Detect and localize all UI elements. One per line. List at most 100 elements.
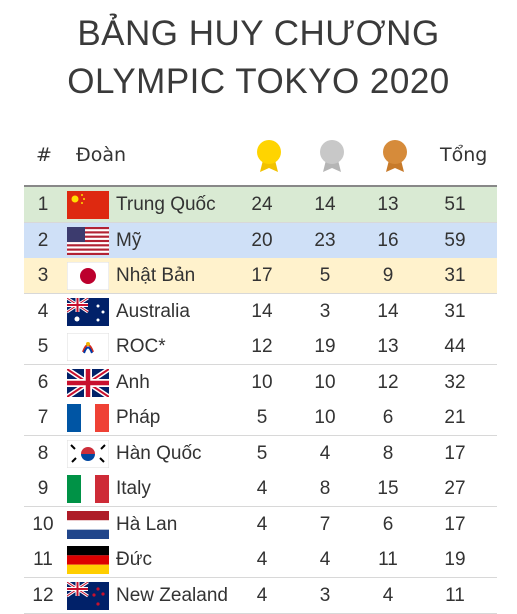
flag-part [83, 198, 85, 200]
header-rank: # [36, 144, 52, 166]
table-row: 5 12 19 13 44 ROC* [24, 329, 497, 365]
flag-part [67, 226, 85, 242]
bronze-cell: 6 [382, 407, 394, 428]
total-cell: 31 [444, 300, 466, 322]
flag-part [67, 555, 109, 565]
flag-part [92, 592, 96, 597]
table-row: 4 14 3 14 31 Australia [24, 293, 497, 330]
table-row: 2 20 23 16 59 Mỹ [24, 222, 497, 259]
team-cell: Trung Quốc [116, 194, 216, 215]
rank-cell: 8 [37, 442, 49, 464]
rank-cell: 3 [37, 265, 49, 286]
flag-part [96, 318, 100, 321]
rank-cell: 5 [37, 336, 49, 357]
flag-image [67, 226, 109, 255]
table-row: 9 4 8 15 27 Italy [24, 471, 497, 507]
rank-cell: 12 [32, 584, 54, 606]
silver-cell: 23 [314, 229, 336, 251]
flag-part [96, 601, 100, 606]
bronze-cell: 4 [382, 584, 394, 606]
total-cell: 17 [444, 513, 466, 535]
team-cell: New Zealand [116, 584, 228, 606]
table-row: 1 24 14 13 51 Trung Quốc [24, 187, 497, 223]
table-row: 7 5 10 6 21 Pháp [24, 400, 497, 436]
flag [67, 510, 109, 543]
silver-cell: 7 [319, 513, 331, 535]
flag-part [67, 191, 109, 219]
silver-cell: 4 [319, 549, 331, 570]
flag-part [67, 519, 109, 530]
flag-part [67, 546, 109, 556]
flag-part [67, 529, 109, 539]
rank-cell: 6 [37, 371, 49, 393]
team-cell: ROC* [116, 336, 166, 357]
flag-part [67, 243, 109, 246]
team-cell: Anh [116, 371, 150, 393]
flag-image [66, 261, 110, 291]
team-cell: Australia [116, 300, 190, 322]
flag-part [96, 586, 100, 591]
flag-part [71, 195, 79, 203]
flag-part [81, 202, 83, 204]
flag-part [67, 226, 109, 229]
rank-cell: 10 [32, 513, 54, 535]
gold-cell: 4 [256, 584, 268, 606]
silver-cell: 3 [319, 584, 331, 606]
flag-part [67, 368, 109, 397]
flag [66, 580, 109, 614]
team-cell: Hà Lan [116, 513, 178, 535]
flag-part [95, 475, 109, 503]
total-cell: 17 [444, 442, 466, 464]
flag-part [81, 446, 95, 454]
silver-cell: 19 [314, 336, 336, 357]
flag-image [66, 580, 109, 610]
rank-cell: 7 [37, 407, 49, 428]
flag [66, 296, 109, 330]
team-cell: Đức [116, 549, 152, 570]
silver-medal-icon [320, 140, 344, 172]
team-cell: Italy [116, 478, 151, 499]
flag-part [67, 239, 109, 242]
total-cell: 32 [444, 371, 466, 393]
flag-image [67, 191, 109, 219]
flag-part [101, 591, 105, 596]
flag-part [81, 194, 83, 196]
silver-cell: 8 [319, 478, 331, 499]
flag [66, 439, 110, 472]
flag-part [67, 404, 81, 432]
flag-part [83, 346, 93, 354]
header-rule [24, 185, 497, 187]
silver-cell: 4 [319, 442, 331, 464]
flag [66, 332, 110, 365]
total-cell: 27 [444, 478, 466, 499]
silver-cell: 14 [314, 194, 336, 215]
team-cell: Hàn Quốc [116, 442, 202, 464]
silver-cell: 10 [314, 407, 336, 428]
gold-cell: 4 [256, 478, 268, 499]
flag [67, 475, 109, 507]
gold-medal-icon [257, 140, 281, 172]
title-line: OLYMPIC TOKYO 2020 [67, 62, 450, 101]
flag-part [95, 404, 109, 432]
bronze-cell: 14 [377, 300, 399, 322]
flag-image [67, 510, 109, 539]
gold-cell: 17 [251, 265, 273, 286]
rank-cell: 1 [37, 194, 49, 215]
flag [65, 366, 111, 401]
flag-part [96, 304, 100, 307]
flag-part [67, 235, 109, 238]
bronze-medal-icon [383, 140, 407, 172]
flag-part [101, 310, 105, 313]
bronze-cell: 13 [377, 194, 399, 215]
silver-cell: 3 [319, 300, 331, 322]
medal [257, 140, 281, 164]
flag-part [70, 443, 106, 463]
total-cell: 51 [444, 194, 466, 215]
bronze-cell: 13 [377, 336, 399, 357]
medal [320, 140, 344, 164]
gold-cell: 5 [256, 442, 268, 464]
table-row: 8 5 4 8 17 Hàn Quốc [24, 435, 497, 472]
table-row: 12 4 3 4 11 New Zealand [24, 577, 497, 614]
team-cell: Nhật Bản [116, 265, 196, 286]
